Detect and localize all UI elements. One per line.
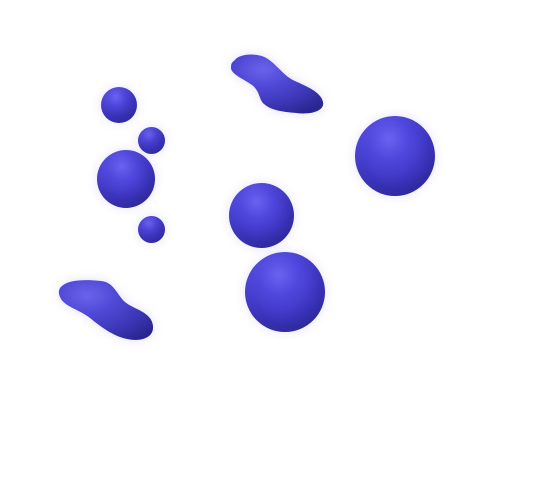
center-sphere-lower xyxy=(245,252,325,332)
left-tiny-sphere-upper xyxy=(138,127,165,154)
left-medium-sphere xyxy=(97,150,155,208)
center-sphere-upper xyxy=(229,183,294,248)
right-large-sphere xyxy=(355,116,435,196)
left-small-sphere-top xyxy=(101,87,137,123)
bottom-left-blob-shape xyxy=(58,280,154,340)
left-tiny-sphere-lower xyxy=(138,216,165,243)
top-blob-shape xyxy=(230,54,324,114)
